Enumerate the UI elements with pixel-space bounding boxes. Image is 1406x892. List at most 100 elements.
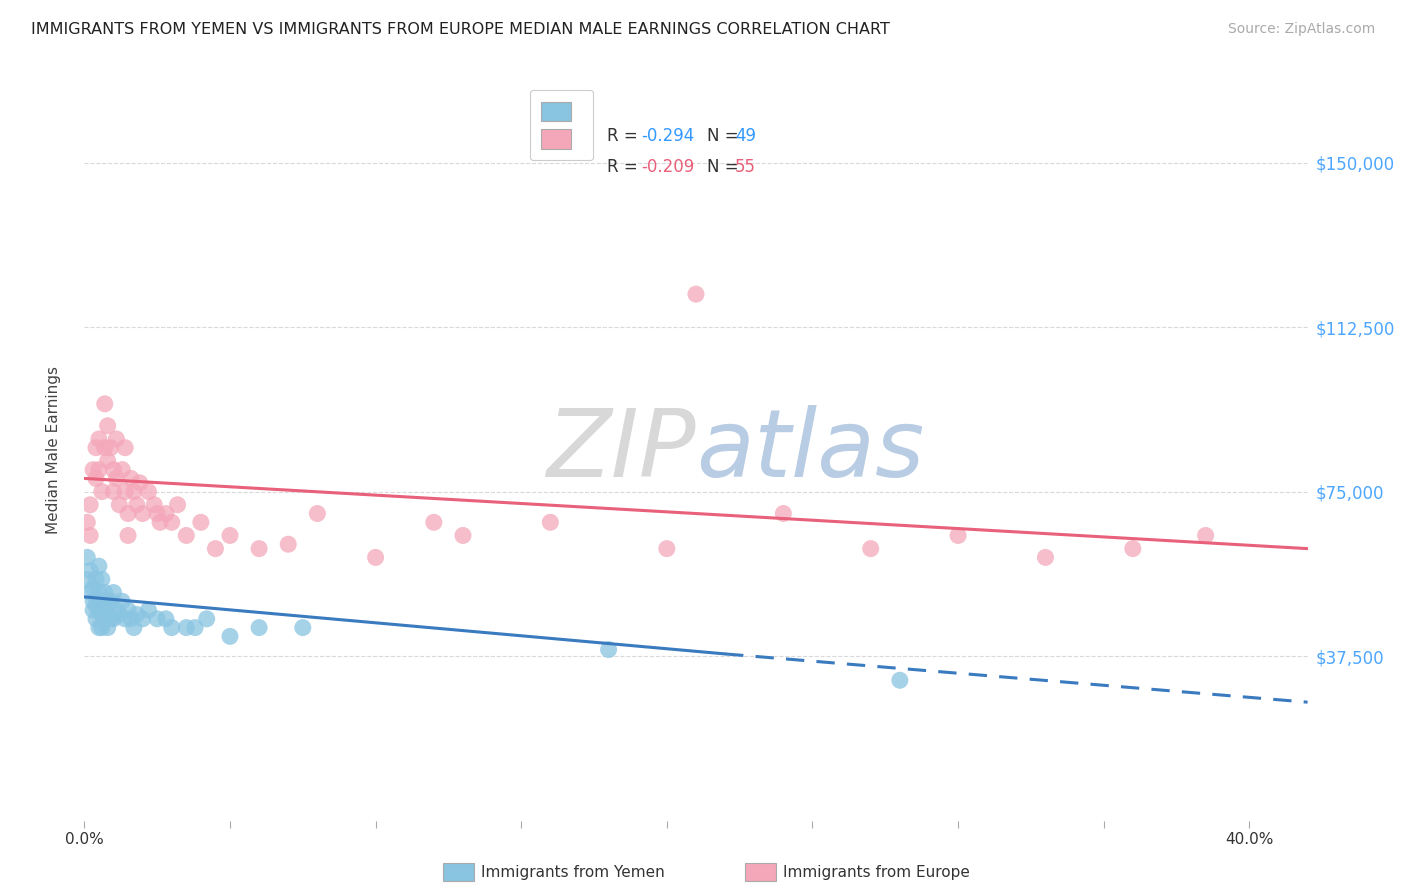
- Point: [108, 607, 131, 622]
- Point: [87, 432, 110, 446]
- Point: [117, 603, 139, 617]
- Point: [97, 594, 120, 608]
- Point: [204, 541, 226, 556]
- Point: [307, 507, 329, 521]
- Text: Source: ZipAtlas.com: Source: ZipAtlas.com: [1227, 22, 1375, 37]
- Text: -0.209: -0.209: [641, 158, 695, 177]
- Point: [149, 516, 172, 530]
- Point: [122, 484, 145, 499]
- Point: [90, 607, 112, 622]
- Point: [103, 484, 125, 499]
- Point: [76, 572, 98, 586]
- Point: [120, 471, 142, 485]
- Point: [247, 541, 270, 556]
- Text: 55: 55: [735, 158, 756, 177]
- Point: [76, 516, 98, 530]
- Point: [82, 594, 104, 608]
- Point: [82, 463, 104, 477]
- Text: R =: R =: [607, 158, 643, 177]
- Point: [538, 516, 561, 530]
- Point: [84, 612, 107, 626]
- Point: [87, 621, 110, 635]
- Point: [84, 441, 107, 455]
- Point: [155, 612, 177, 626]
- Point: [143, 498, 166, 512]
- Point: [128, 475, 150, 490]
- Text: -0.294: -0.294: [641, 128, 695, 145]
- Point: [277, 537, 299, 551]
- Text: IMMIGRANTS FROM YEMEN VS IMMIGRANTS FROM EUROPE MEDIAN MALE EARNINGS CORRELATION: IMMIGRANTS FROM YEMEN VS IMMIGRANTS FROM…: [31, 22, 890, 37]
- Point: [111, 463, 134, 477]
- Text: atlas: atlas: [696, 405, 924, 496]
- Point: [138, 603, 160, 617]
- Text: ZIP: ZIP: [547, 405, 696, 496]
- Point: [155, 507, 177, 521]
- Point: [114, 612, 136, 626]
- Point: [685, 287, 707, 301]
- Point: [219, 528, 242, 542]
- Point: [105, 603, 128, 617]
- Point: [100, 441, 122, 455]
- Point: [1195, 528, 1218, 542]
- Point: [146, 612, 169, 626]
- Point: [160, 621, 183, 635]
- Point: [84, 471, 107, 485]
- Point: [93, 397, 115, 411]
- Point: [90, 594, 112, 608]
- Point: [100, 612, 122, 626]
- Point: [90, 572, 112, 586]
- Point: [82, 581, 104, 595]
- Point: [105, 471, 128, 485]
- Point: [160, 516, 183, 530]
- Point: [76, 550, 98, 565]
- Point: [125, 607, 148, 622]
- Point: [166, 498, 188, 512]
- Text: Immigrants from Yemen: Immigrants from Yemen: [481, 865, 665, 880]
- Point: [131, 507, 153, 521]
- Point: [97, 418, 120, 433]
- Legend: , : ,: [530, 90, 593, 161]
- Point: [247, 621, 270, 635]
- Point: [219, 629, 242, 643]
- Point: [195, 612, 218, 626]
- Point: [93, 599, 115, 613]
- Point: [125, 498, 148, 512]
- Point: [90, 621, 112, 635]
- Text: 49: 49: [735, 128, 756, 145]
- Point: [364, 550, 387, 565]
- Point: [423, 516, 446, 530]
- Point: [655, 541, 678, 556]
- Point: [146, 507, 169, 521]
- Point: [103, 463, 125, 477]
- Text: R =: R =: [607, 128, 643, 145]
- Point: [114, 441, 136, 455]
- Point: [87, 603, 110, 617]
- Point: [859, 541, 882, 556]
- Point: [100, 594, 122, 608]
- Point: [84, 572, 107, 586]
- Point: [174, 528, 197, 542]
- Point: [103, 612, 125, 626]
- Point: [291, 621, 314, 635]
- Point: [97, 607, 120, 622]
- Point: [108, 498, 131, 512]
- Point: [111, 594, 134, 608]
- Point: [82, 603, 104, 617]
- Point: [87, 463, 110, 477]
- Point: [190, 516, 212, 530]
- Point: [122, 621, 145, 635]
- Point: [97, 621, 120, 635]
- Text: N =: N =: [707, 158, 744, 177]
- Point: [79, 585, 101, 599]
- Text: N =: N =: [707, 128, 744, 145]
- Point: [84, 599, 107, 613]
- Point: [184, 621, 207, 635]
- Point: [79, 528, 101, 542]
- Point: [93, 612, 115, 626]
- Point: [889, 673, 911, 688]
- Point: [97, 454, 120, 468]
- Point: [93, 585, 115, 599]
- Point: [131, 612, 153, 626]
- Point: [93, 441, 115, 455]
- Point: [79, 564, 101, 578]
